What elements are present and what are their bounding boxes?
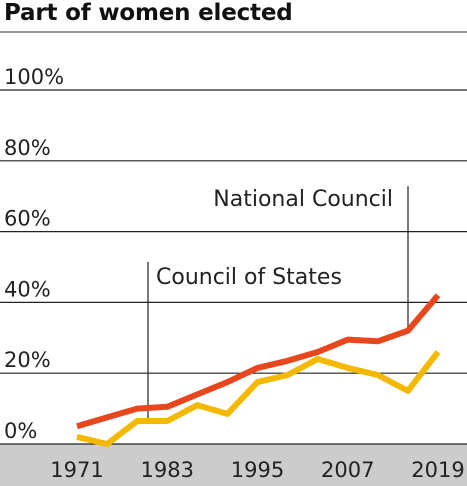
gridlines [0,89,467,445]
y-tick-label: 80% [4,136,51,160]
x-tick-label: 2019 [411,458,464,482]
series-lines [76,293,441,447]
y-tick-label: 100% [4,65,64,89]
y-tick-label: 40% [4,277,51,301]
series-annotations: National Council Council of States [147,186,409,421]
x-tick-label: 1983 [141,458,194,482]
series-line-national-council [76,293,441,430]
x-tick-label: 1971 [50,458,103,482]
x-axis-band-rect [0,444,467,486]
x-tick-label: 2007 [321,458,374,482]
series-line-council-of-states [76,350,441,447]
x-tick-labels: 1971 1983 1995 2007 2019 [50,458,464,482]
x-tick-label: 1995 [231,458,284,482]
y-tick-labels: 0% 20% 40% 60% 80% 100% [4,65,64,443]
series-label: Council of States [156,265,342,290]
y-tick-label: 20% [4,348,51,372]
y-tick-label: 60% [4,207,51,231]
series-label: National Council [213,187,393,212]
chart-title: Part of women elected [4,0,293,26]
y-tick-label: 0% [4,419,37,443]
x-axis-band [0,31,467,486]
